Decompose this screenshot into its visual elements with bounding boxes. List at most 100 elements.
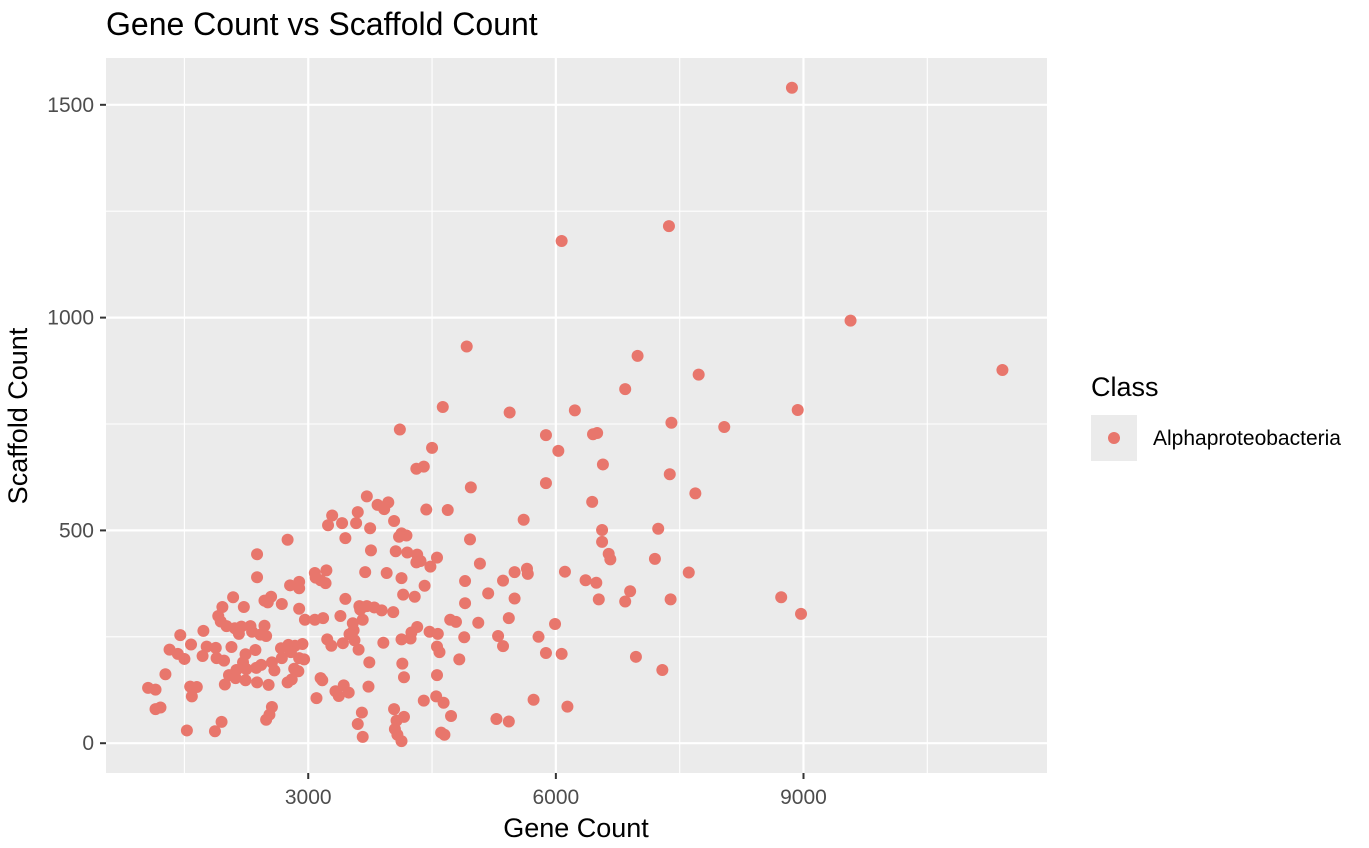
data-point bbox=[420, 503, 433, 516]
data-point bbox=[334, 609, 347, 622]
data-point bbox=[410, 462, 423, 475]
data-point bbox=[692, 368, 705, 381]
legend-marker bbox=[1108, 432, 1120, 444]
data-point bbox=[216, 601, 229, 614]
data-point bbox=[239, 674, 252, 687]
data-point bbox=[284, 579, 297, 592]
data-point bbox=[431, 551, 444, 564]
data-point bbox=[185, 690, 198, 703]
data-point bbox=[336, 637, 349, 650]
data-point bbox=[453, 653, 466, 666]
data-point bbox=[298, 653, 311, 666]
data-point bbox=[401, 546, 414, 559]
data-point bbox=[844, 314, 857, 327]
data-point bbox=[218, 654, 231, 667]
y-tick-label: 0 bbox=[82, 732, 94, 755]
data-point bbox=[356, 613, 369, 626]
data-point bbox=[631, 349, 644, 362]
data-point bbox=[624, 585, 637, 598]
data-point bbox=[310, 692, 323, 705]
data-point bbox=[497, 640, 510, 653]
data-point bbox=[549, 618, 562, 631]
data-point bbox=[532, 630, 545, 643]
data-point bbox=[663, 468, 676, 481]
data-point bbox=[662, 220, 675, 233]
data-point bbox=[348, 634, 361, 647]
data-point bbox=[539, 477, 552, 490]
minor-gridlines bbox=[106, 58, 1047, 773]
data-point bbox=[458, 631, 471, 644]
data-point bbox=[503, 406, 516, 419]
data-point bbox=[604, 553, 617, 566]
data-point bbox=[159, 668, 172, 681]
y-axis-title: Scaffold Count bbox=[3, 327, 33, 504]
data-point bbox=[339, 592, 352, 605]
data-point bbox=[596, 535, 609, 548]
data-point bbox=[362, 680, 375, 693]
data-point bbox=[459, 597, 472, 610]
data-point bbox=[592, 593, 605, 606]
x-axis: 3000 6000 9000 bbox=[285, 773, 827, 809]
y-axis: 0 500 1000 1500 bbox=[47, 94, 106, 755]
data-point bbox=[459, 575, 472, 588]
data-point bbox=[395, 572, 408, 585]
data-point bbox=[596, 523, 609, 536]
x-tick-label: 3000 bbox=[285, 786, 332, 809]
data-point bbox=[275, 652, 288, 665]
major-gridlines bbox=[106, 58, 1047, 773]
data-point bbox=[396, 657, 409, 670]
data-point bbox=[185, 638, 198, 651]
data-point bbox=[387, 606, 400, 619]
data-point bbox=[568, 404, 581, 417]
data-point bbox=[652, 522, 665, 535]
data-point bbox=[436, 400, 449, 413]
data-point bbox=[664, 593, 677, 606]
y-tick-label: 1000 bbox=[47, 307, 94, 330]
data-point bbox=[180, 724, 193, 737]
data-point bbox=[218, 678, 231, 691]
x-tick-label: 9000 bbox=[780, 786, 827, 809]
data-point bbox=[397, 671, 410, 684]
data-point bbox=[325, 639, 338, 652]
data-point bbox=[558, 565, 571, 578]
data-point bbox=[378, 503, 391, 516]
data-point bbox=[482, 587, 495, 600]
data-point bbox=[342, 686, 355, 699]
data-point bbox=[320, 564, 333, 577]
data-point bbox=[352, 643, 365, 656]
data-point bbox=[517, 513, 530, 526]
data-point bbox=[332, 689, 345, 702]
data-point bbox=[388, 703, 401, 716]
data-point bbox=[718, 420, 731, 433]
data-point bbox=[619, 595, 632, 608]
data-point bbox=[263, 708, 276, 721]
data-point bbox=[417, 694, 430, 707]
data-point bbox=[254, 628, 267, 641]
data-point bbox=[178, 652, 191, 665]
data-point bbox=[473, 557, 486, 570]
data-point bbox=[460, 340, 473, 353]
data-point bbox=[464, 481, 477, 494]
data-point bbox=[293, 582, 306, 595]
data-point bbox=[426, 441, 439, 454]
data-point bbox=[319, 577, 332, 590]
data-point bbox=[225, 641, 238, 654]
data-point bbox=[795, 607, 808, 620]
data-point bbox=[431, 669, 444, 682]
legend-label: Alphaproteobacteria bbox=[1153, 427, 1341, 450]
data-point bbox=[292, 665, 305, 678]
data-point bbox=[619, 383, 632, 396]
x-axis-title: Gene Count bbox=[503, 813, 649, 843]
data-point bbox=[502, 715, 515, 728]
data-point bbox=[648, 552, 661, 565]
data-point bbox=[317, 612, 330, 625]
data-point bbox=[785, 81, 798, 94]
data-point bbox=[200, 640, 213, 653]
data-point bbox=[590, 576, 603, 589]
x-tick-label: 6000 bbox=[533, 786, 580, 809]
data-point bbox=[431, 627, 444, 640]
data-point bbox=[433, 646, 446, 659]
data-point bbox=[250, 661, 263, 674]
data-point bbox=[996, 363, 1009, 376]
data-point bbox=[190, 681, 203, 694]
